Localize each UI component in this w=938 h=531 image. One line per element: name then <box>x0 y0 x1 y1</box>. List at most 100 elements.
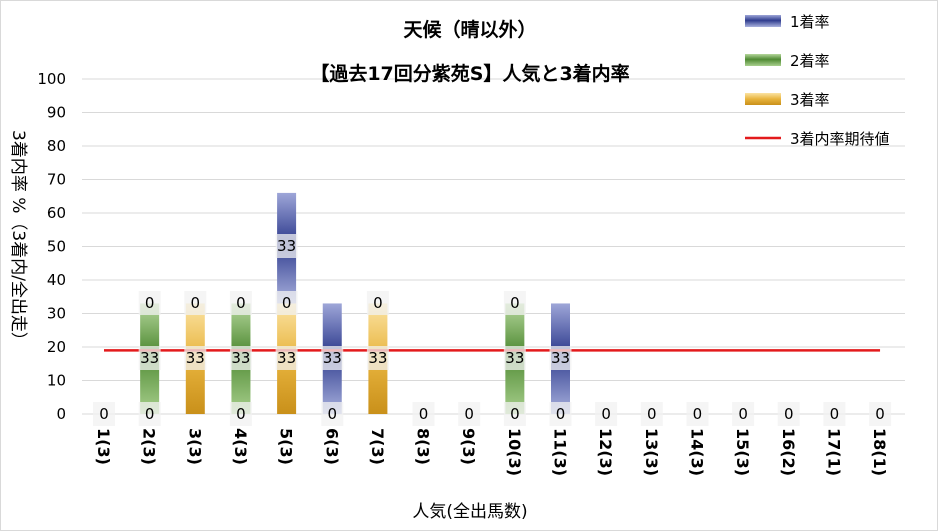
data-label: 0 <box>373 294 383 312</box>
data-label-box <box>229 402 252 426</box>
y-tick-label: 0 <box>56 405 66 423</box>
data-label-box <box>823 402 846 426</box>
x-tick-label: 12(3) <box>596 428 615 476</box>
data-label-box <box>275 346 298 370</box>
y-tick-label: 40 <box>47 271 66 289</box>
legend-label: 2着率 <box>790 52 830 70</box>
data-label: 0 <box>282 294 292 312</box>
data-label: 33 <box>505 349 524 367</box>
data-label: 0 <box>875 405 885 423</box>
data-label: 0 <box>601 405 611 423</box>
data-label: 0 <box>236 405 246 423</box>
data-label: 0 <box>191 294 201 312</box>
legend: 1着率 2着率 3着率 3着内率期待値 <box>745 13 890 148</box>
data-label: 0 <box>738 405 748 423</box>
data-label: 0 <box>784 405 794 423</box>
x-tick-label: 2(3) <box>140 428 159 465</box>
legend-label: 3着率 <box>790 91 830 109</box>
x-tick-label: 8(3) <box>414 428 433 465</box>
legend-swatch <box>745 54 781 66</box>
data-label: 0 <box>419 405 429 423</box>
x-tick-label: 5(3) <box>277 428 296 465</box>
data-label-box <box>138 291 161 315</box>
data-label: 0 <box>830 405 840 423</box>
data-label-box <box>595 402 618 426</box>
data-label-box <box>412 402 435 426</box>
data-label: 33 <box>551 349 570 367</box>
gridlines <box>82 78 905 415</box>
data-label-box <box>732 402 755 426</box>
y-tick-label: 10 <box>47 372 66 390</box>
x-tick-label: 14(3) <box>687 428 706 476</box>
data-labels: 0 0 33 0 33 0 0 33 0 33 0 33 0 33 33 0 0 0 0 33 0 0 33 0 0 0 0 0 0 0 <box>93 234 892 426</box>
data-label-box <box>458 402 481 426</box>
y-tick-label: 90 <box>47 104 66 122</box>
data-label: 0 <box>464 405 474 423</box>
data-label-box <box>549 402 572 426</box>
legend-label: 1着率 <box>790 13 830 31</box>
data-label-box <box>275 291 298 315</box>
y-tick-label: 50 <box>47 238 66 256</box>
data-label: 0 <box>145 405 155 423</box>
data-label-box <box>184 346 207 370</box>
x-tick-label: 1(3) <box>94 428 113 465</box>
x-axis-title: 人気(全出馬数) <box>412 502 527 522</box>
data-label-box <box>93 402 115 426</box>
data-label: 33 <box>368 349 387 367</box>
x-tick-label: 7(3) <box>368 428 387 465</box>
y-tick-label: 80 <box>47 137 66 155</box>
data-label-box <box>503 402 526 426</box>
data-label: 0 <box>145 294 155 312</box>
legend-swatch <box>745 93 781 105</box>
y-tick-label: 60 <box>47 204 66 222</box>
legend-swatch <box>745 15 781 27</box>
data-label-box <box>229 346 252 370</box>
data-label: 33 <box>277 237 296 255</box>
x-tick-label: 16(2) <box>779 428 798 476</box>
x-tick-label: 11(3) <box>551 428 570 476</box>
x-tick-label: 4(3) <box>231 428 250 465</box>
data-label: 33 <box>323 349 342 367</box>
x-tick-label: 15(3) <box>733 428 752 476</box>
y-tick-label: 100 <box>37 70 66 88</box>
data-label-box <box>503 346 526 370</box>
data-label-box <box>686 402 709 426</box>
data-label-box <box>184 291 207 315</box>
data-label-box <box>640 402 663 426</box>
y-tick-labels: 0 10 20 30 40 50 60 70 80 90 100 <box>37 70 66 423</box>
data-label: 0 <box>327 405 337 423</box>
data-label-box <box>321 402 344 426</box>
y-tick-label: 30 <box>47 305 66 323</box>
data-label: 33 <box>186 349 205 367</box>
data-label-box <box>869 402 892 426</box>
x-tick-label: 10(3) <box>505 428 524 476</box>
x-tick-label: 6(3) <box>322 428 341 465</box>
data-label-box <box>503 291 526 315</box>
data-label: 33 <box>140 349 159 367</box>
data-label: 0 <box>510 294 520 312</box>
data-label: 0 <box>647 405 657 423</box>
data-label: 33 <box>277 349 296 367</box>
x-tick-label: 13(3) <box>642 428 661 476</box>
x-tick-label: 3(3) <box>185 428 204 465</box>
chart-subtitle: 【過去17回分紫苑S】人気と3着内率 <box>310 62 629 85</box>
x-tick-label: 9(3) <box>459 428 478 465</box>
y-tick-label: 20 <box>47 338 66 356</box>
x-tick-label: 17(1) <box>824 428 843 476</box>
data-label-box <box>138 346 161 370</box>
legend-label: 3着内率期待値 <box>790 130 890 148</box>
data-label: 0 <box>556 405 566 423</box>
data-label: 0 <box>99 405 109 423</box>
data-label-box <box>549 346 572 370</box>
x-tick-labels: 1(3) 2(3) 3(3) 4(3) 5(3) 6(3) 7(3) 8(3) 9(3) 10(3… <box>94 428 889 476</box>
data-label-box <box>777 402 800 426</box>
data-label-box <box>275 234 298 258</box>
data-label-box <box>366 346 389 370</box>
data-label-box <box>229 291 252 315</box>
data-label: 0 <box>236 294 246 312</box>
data-label-box <box>321 346 344 370</box>
x-tick-label: 18(1) <box>870 428 889 476</box>
data-label: 33 <box>231 349 250 367</box>
data-label-box <box>366 291 389 315</box>
